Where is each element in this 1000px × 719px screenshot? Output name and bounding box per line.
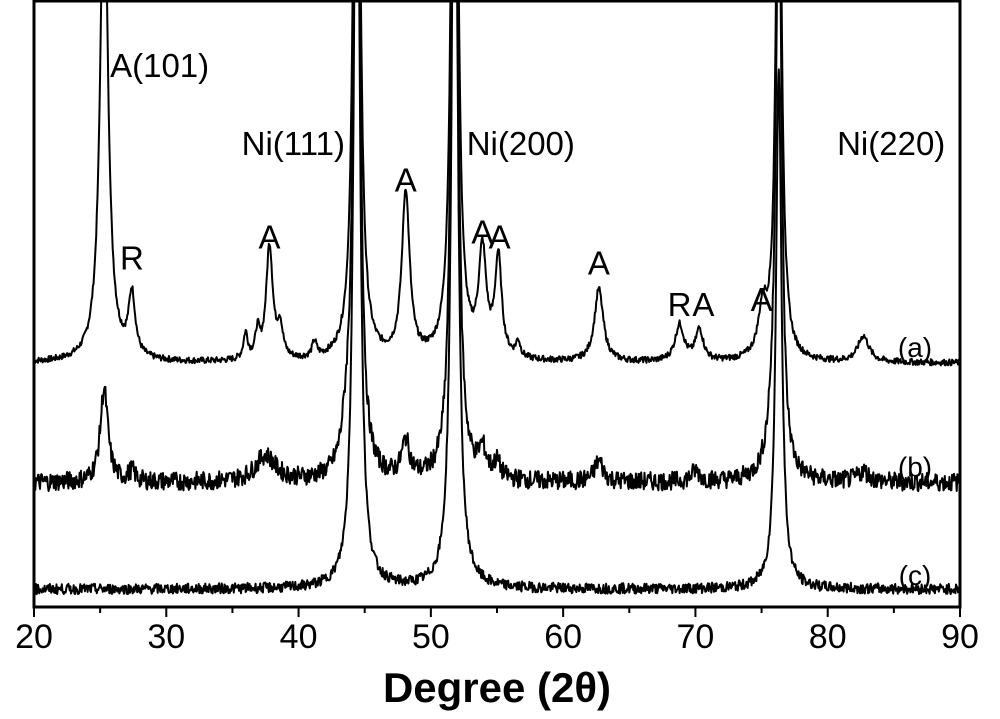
peak-annotation: A: [489, 219, 511, 256]
series-label-3: (c): [899, 560, 932, 591]
x-tick-label: 20: [15, 618, 53, 656]
x-axis-tick-labels: 20 30 40 50 60 70 80 90: [15, 618, 979, 656]
series-labels: (a) (b) (c): [898, 332, 932, 591]
series-traces: [34, 1, 960, 596]
peak-annotation: A: [751, 281, 773, 318]
peak-annotation: Ni(220): [837, 125, 945, 162]
series-label-2: (b): [898, 452, 932, 483]
peak-annotation: A: [692, 286, 714, 323]
series-label-1: (a): [898, 332, 932, 363]
series-line-3: [34, 1, 960, 596]
series-line-2: [34, 1, 960, 493]
x-tick-label: 30: [147, 618, 185, 656]
peak-annotation: A(101): [110, 47, 209, 84]
series-line-1: [34, 1, 960, 367]
peak-annotation: A: [395, 161, 417, 198]
x-tick-label: 50: [412, 618, 450, 656]
x-tick-label: 60: [544, 618, 582, 656]
x-tick-label: 80: [809, 618, 847, 656]
x-tick-label: 40: [280, 618, 318, 656]
peak-annotation: R: [668, 286, 692, 323]
x-axis-title: Degree (2θ): [383, 664, 611, 711]
peak-annotation: R: [120, 239, 144, 276]
plot-frame: [32, 0, 962, 609]
peak-annotation: A: [258, 219, 280, 256]
peak-annotation: A: [588, 245, 610, 282]
x-tick-label: 90: [941, 618, 979, 656]
peak-annotation: Ni(200): [467, 125, 575, 162]
x-axis-ticks: [33, 607, 961, 617]
x-tick-label: 70: [677, 618, 715, 656]
peak-annotation: A: [471, 213, 493, 250]
peak-annotation: Ni(111): [242, 125, 345, 162]
